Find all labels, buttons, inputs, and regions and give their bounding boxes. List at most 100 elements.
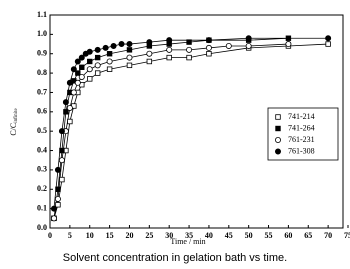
marker <box>107 67 112 72</box>
y-tick-label: 0.4 <box>37 145 47 154</box>
marker <box>103 45 108 50</box>
y-label-sub: infinite <box>14 108 19 123</box>
marker <box>67 80 72 85</box>
marker <box>68 119 73 124</box>
x-tick-label: 10 <box>86 231 94 240</box>
marker <box>87 67 92 72</box>
marker <box>63 100 68 105</box>
marker <box>167 55 172 60</box>
x-tick-label: 40 <box>205 231 213 240</box>
marker <box>59 129 64 134</box>
marker <box>75 80 80 85</box>
marker <box>147 40 152 45</box>
marker <box>51 216 56 221</box>
marker <box>67 105 72 110</box>
x-tick-label: 25 <box>145 231 153 240</box>
legend-marker <box>276 126 281 131</box>
marker <box>186 47 191 52</box>
y-tick-label: 0.6 <box>37 107 47 116</box>
legend-marker <box>276 115 281 120</box>
marker <box>71 67 76 72</box>
marker <box>87 77 92 82</box>
marker <box>87 59 92 64</box>
marker <box>147 51 152 56</box>
x-tick-label: 35 <box>185 231 193 240</box>
marker <box>95 55 100 60</box>
x-tick-label: 0 <box>48 231 52 240</box>
y-tick-label: 1.0 <box>37 29 47 38</box>
marker <box>79 65 84 70</box>
marker <box>127 63 132 68</box>
marker <box>206 38 211 43</box>
x-tick-label: 5 <box>68 231 72 240</box>
y-tick-label: 0.7 <box>37 87 47 96</box>
x-tick-label: 70 <box>324 231 332 240</box>
legend-marker <box>275 149 280 154</box>
marker <box>167 38 172 43</box>
marker <box>107 51 112 56</box>
marker <box>127 48 132 53</box>
marker <box>95 71 100 76</box>
marker <box>246 36 251 41</box>
x-tick-label: 30 <box>165 231 173 240</box>
legend-label: 741-264 <box>288 123 315 132</box>
marker <box>111 43 116 48</box>
marker <box>286 41 291 46</box>
marker <box>95 47 100 52</box>
y-tick-label: 1.1 <box>37 10 47 19</box>
page: Time / min C/Cinfinite Solvent concentra… <box>0 0 350 269</box>
marker <box>55 167 60 172</box>
y-axis-label: C/Cinfinite <box>9 108 19 136</box>
marker <box>60 177 65 182</box>
marker <box>226 43 231 48</box>
marker <box>207 51 212 56</box>
x-tick-label: 65 <box>304 231 312 240</box>
marker <box>127 55 132 60</box>
caption: Solvent concentration in gelation bath v… <box>63 252 287 264</box>
x-tick-label: 20 <box>125 231 133 240</box>
marker <box>87 49 92 54</box>
y-tick-label: 0.2 <box>37 184 47 193</box>
marker <box>64 110 69 115</box>
marker <box>147 59 152 64</box>
marker <box>79 74 84 79</box>
marker <box>55 196 60 201</box>
marker <box>326 42 331 47</box>
y-tick-label: 0.5 <box>37 126 47 135</box>
legend-marker <box>275 137 280 142</box>
marker <box>59 158 64 163</box>
marker <box>56 202 61 207</box>
x-tick-label: 50 <box>245 231 253 240</box>
marker <box>95 63 100 68</box>
y-label-main: C/C <box>9 123 18 136</box>
marker <box>286 36 291 41</box>
series-line <box>54 38 288 218</box>
y-tick-label: 0.1 <box>37 203 47 212</box>
legend-label: 761-231 <box>288 135 315 144</box>
legend-label: 761-308 <box>288 146 315 155</box>
marker <box>119 41 124 46</box>
marker <box>167 47 172 52</box>
marker <box>187 40 192 45</box>
marker <box>187 55 192 60</box>
marker <box>246 43 251 48</box>
marker <box>127 41 132 46</box>
x-tick-label: 75 <box>344 231 350 240</box>
y-tick-label: 0.9 <box>37 49 47 58</box>
x-tick-label: 45 <box>225 231 233 240</box>
x-tick-label: 15 <box>106 231 114 240</box>
y-tick-label: 0.0 <box>37 223 47 232</box>
marker <box>60 148 65 153</box>
marker <box>56 187 61 192</box>
marker <box>107 59 112 64</box>
legend-label: 741-214 <box>288 112 315 121</box>
marker <box>51 206 56 211</box>
marker <box>71 90 76 95</box>
marker <box>326 36 331 41</box>
y-tick-label: 0.3 <box>37 165 47 174</box>
x-tick-label: 55 <box>265 231 273 240</box>
x-tick-label: 60 <box>284 231 292 240</box>
marker <box>206 45 211 50</box>
chart: Time / min C/Cinfinite Solvent concentra… <box>0 0 350 269</box>
y-tick-label: 0.8 <box>37 68 47 77</box>
